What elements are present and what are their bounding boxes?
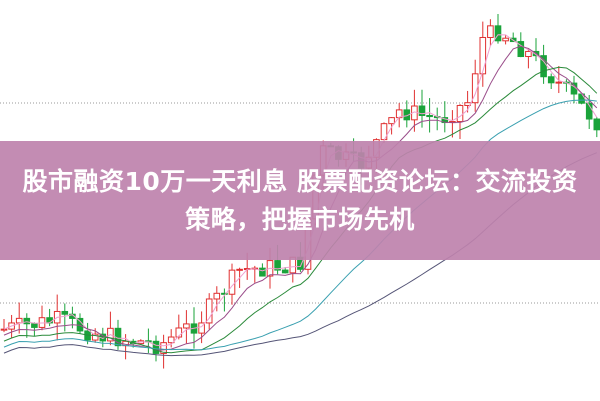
down-candle (593, 118, 600, 131)
moving-average-line (3, 99, 597, 351)
up-candle (15, 317, 23, 324)
up-candle (228, 269, 236, 295)
title-banner: 股市融资10万一天利息 股票配资论坛：交流投资策略，把握市场先机 (0, 141, 600, 260)
down-candle (418, 105, 426, 116)
up-candle (502, 37, 509, 42)
up-candle (91, 333, 99, 341)
down-candle (547, 76, 555, 84)
down-candle (281, 269, 289, 274)
up-candle (456, 104, 464, 123)
article-title: 股市融资10万一天利息 股票配资论坛：交流投资策略，把握市场先机 (22, 166, 578, 234)
up-candle (236, 268, 243, 271)
up-candle (213, 292, 221, 300)
down-candle (517, 41, 525, 58)
down-candle (259, 267, 266, 277)
up-candle (0, 328, 8, 331)
down-candle (426, 114, 433, 118)
down-candle (540, 55, 547, 78)
up-candle (487, 25, 494, 38)
down-candle (274, 260, 281, 271)
up-candle (175, 327, 183, 338)
up-candle (205, 298, 213, 324)
down-candle (61, 310, 69, 315)
down-candle (585, 102, 593, 120)
down-candle (221, 292, 228, 295)
up-candle (167, 336, 175, 344)
up-candle (198, 322, 205, 334)
up-candle (525, 50, 532, 58)
down-candle (31, 323, 38, 328)
down-candle (494, 25, 502, 42)
down-candle (152, 340, 160, 354)
up-candle (555, 81, 563, 84)
up-candle (183, 323, 190, 329)
up-candle (388, 117, 395, 125)
up-candle (160, 342, 167, 354)
down-candle (23, 317, 31, 325)
moving-average-line (3, 34, 598, 347)
up-candle (479, 36, 487, 75)
up-candle (471, 73, 479, 104)
moving-average-line (3, 66, 598, 354)
moving-average-line (3, 45, 598, 351)
